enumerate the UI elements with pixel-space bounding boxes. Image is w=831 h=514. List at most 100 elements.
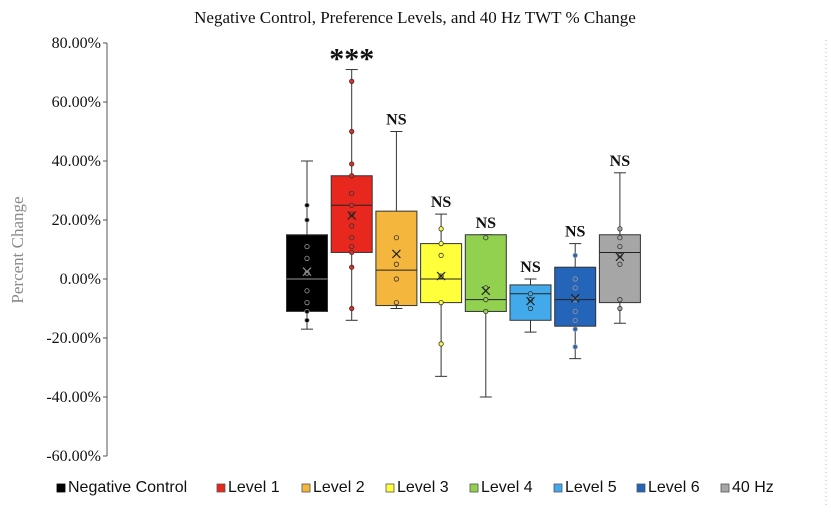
legend-swatch: [56, 483, 66, 493]
legend-label: Level 4: [481, 479, 533, 496]
data-point: [483, 308, 489, 315]
legend-label: Level 2: [313, 479, 365, 496]
box: [509, 284, 552, 321]
data-point: [483, 235, 489, 241]
chart-title: Negative Control, Preference Levels, and…: [194, 8, 636, 27]
y-tick-label: 40.00%: [52, 153, 101, 170]
data-point: [393, 299, 399, 306]
data-point: [438, 226, 444, 232]
box-group: NS: [420, 194, 463, 377]
legend-swatch: [301, 483, 311, 493]
data-point: [438, 341, 444, 347]
box-group: NS: [509, 259, 552, 333]
data-point: [304, 255, 310, 261]
plot-area: *** NS NS NS NS NS NS: [286, 43, 641, 398]
data-point: [304, 308, 310, 315]
significance-label: NS: [386, 112, 407, 129]
legend-swatch: [216, 483, 226, 493]
legend-label: Negative Control: [68, 479, 187, 496]
legend: Negative Control Level 1 Level 2 Level 3 Lev…: [56, 479, 774, 496]
data-point: [304, 317, 310, 323]
significance-label: NS: [431, 194, 452, 211]
mean-marker: [302, 267, 312, 277]
box: [375, 210, 418, 307]
significance-label: NS: [520, 259, 541, 276]
data-point: [304, 217, 310, 223]
data-point: [304, 288, 310, 294]
box-group: [286, 160, 328, 330]
box-group: NS: [464, 215, 507, 398]
legend-swatch: [720, 483, 730, 493]
significance-label: NS: [476, 215, 497, 232]
y-tick-label: 0.00%: [60, 271, 101, 288]
data-point: [438, 252, 444, 258]
data-point: [438, 299, 444, 306]
y-tick-label: 80.00%: [52, 35, 101, 52]
data-point: [349, 249, 355, 256]
box: [554, 266, 597, 327]
data-point: [393, 276, 399, 282]
data-point: [349, 305, 355, 312]
y-tick-label: 20.00%: [52, 212, 101, 229]
data-point: [527, 305, 534, 312]
data-point: [617, 243, 623, 250]
data-point: [349, 264, 355, 270]
data-point: [572, 344, 578, 350]
legend-label: Level 5: [565, 479, 617, 496]
mean-marker: [436, 271, 446, 281]
legend-label: Level 1: [228, 479, 280, 496]
legend-swatch: [636, 483, 646, 493]
data-point: [617, 297, 623, 303]
data-point: [483, 297, 489, 303]
data-point: [572, 317, 578, 323]
data-point: [617, 261, 623, 267]
data-point: [527, 291, 534, 297]
mean-marker: [615, 252, 625, 262]
data-point: [617, 226, 623, 232]
box: [420, 243, 463, 304]
data-point: [304, 202, 310, 208]
data-point: [572, 285, 578, 291]
data-point: [349, 202, 355, 208]
data-point: [393, 261, 399, 267]
mean-marker: [391, 249, 401, 259]
y-axis-label: Percent Change: [8, 196, 27, 303]
y-tick-label: 60.00%: [52, 94, 101, 111]
data-point: [304, 299, 310, 306]
mean-marker: [526, 296, 535, 306]
legend-swatch: [469, 483, 479, 493]
data-point: [349, 243, 355, 250]
box-group: ***: [329, 43, 374, 321]
data-point: [617, 305, 623, 312]
data-point: [349, 235, 355, 241]
data-point: [572, 326, 578, 332]
legend-swatch: [553, 483, 563, 493]
y-tick-label: -40.00%: [46, 389, 101, 406]
data-point: [349, 161, 355, 167]
data-point: [572, 308, 578, 315]
data-point: [349, 78, 355, 84]
box-group: NS: [598, 153, 641, 324]
y-tick-label: -20.00%: [46, 330, 101, 347]
legend-label: 40 Hz: [732, 479, 774, 496]
box-group: NS: [554, 224, 597, 360]
data-point: [572, 252, 578, 258]
mean-marker: [570, 293, 580, 303]
data-point: [438, 241, 444, 247]
legend-swatch: [385, 483, 395, 493]
box-group: NS: [375, 112, 418, 309]
data-point: [572, 276, 578, 282]
y-tick-label: -60.00%: [46, 448, 101, 465]
data-point: [349, 128, 355, 135]
data-point: [304, 243, 310, 250]
legend-label: Level 3: [397, 479, 449, 496]
legend-label: Level 6: [648, 479, 700, 496]
significance-label: ***: [329, 43, 374, 76]
data-point: [349, 190, 355, 197]
significance-label: NS: [610, 153, 631, 170]
axes: 80.00% 60.00% 40.00% 20.00% 0.00% -20.00% -40.…: [46, 35, 108, 465]
mean-marker: [347, 211, 357, 220]
mean-marker: [481, 286, 491, 296]
data-point: [617, 235, 623, 241]
